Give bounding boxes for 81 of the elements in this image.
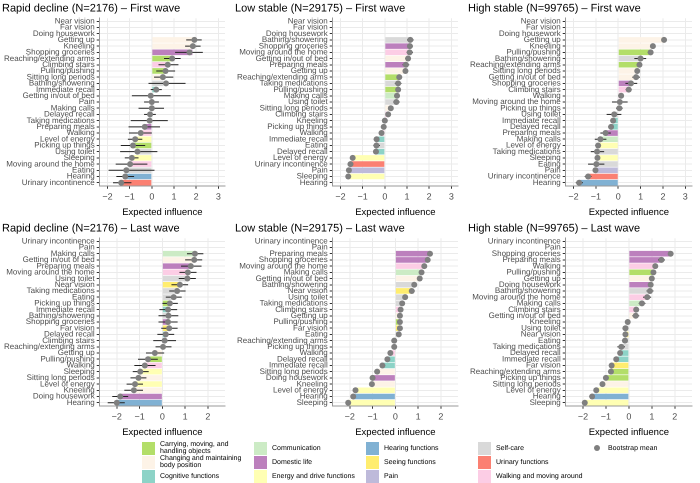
- y-tick-label: Reaching/extending arms: [4, 342, 95, 352]
- x-tick-label: 1: [171, 192, 177, 202]
- y-tick-label: Pulling/pushing: [506, 48, 561, 57]
- y-tick-label: Picking up things: [500, 103, 561, 112]
- x-tick-label: −2: [335, 192, 346, 202]
- x-tick-label: −1: [600, 412, 612, 422]
- y-tick-label: Preparing meals: [36, 261, 95, 270]
- y-tick-label: Taking medications: [26, 116, 95, 125]
- y-tick-label: Shopping groceries: [26, 317, 95, 326]
- x-tick-label: −2: [102, 192, 113, 202]
- y-tick-label: Sitting long periods: [260, 366, 328, 376]
- x-tick-label: 1: [404, 192, 410, 202]
- x-tick-label: 0: [149, 192, 154, 202]
- y-tick-label: Making calls: [50, 103, 95, 112]
- y-tick-label: Hearing: [66, 398, 95, 407]
- y-tick-label: Pulling/pushing: [40, 354, 95, 364]
- x-tick-label: 0: [392, 412, 398, 422]
- x-tick-label: −1: [367, 412, 378, 422]
- y-tick-label: Pulling/pushing: [506, 268, 561, 277]
- y-tick-label: Preparing meals: [269, 248, 328, 258]
- x-tick-label: 2: [660, 192, 666, 202]
- x-tick-label: 1: [416, 412, 421, 422]
- y-tick-label: Pulling/pushing: [273, 317, 328, 326]
- y-tick-label: Getting in/out of bed: [256, 54, 328, 63]
- x-tick-label: 0: [616, 192, 621, 202]
- x-tick-label: −2: [578, 412, 588, 422]
- y-tick-label: Shopping groceries: [26, 48, 95, 57]
- y-tick-label: Eating: [538, 336, 561, 345]
- x-tick-label: 2: [426, 192, 432, 202]
- y-tick-label: Eating: [72, 292, 95, 302]
- x-tick-label: 2: [194, 192, 199, 202]
- y-tick-label: Kneeling: [530, 41, 561, 50]
- x-tick-label: 1: [182, 412, 188, 422]
- y-tick-label: Taking medications: [492, 146, 561, 156]
- y-tick-label: Making calls: [50, 248, 95, 258]
- x-axis-title: Expected influence: [122, 426, 202, 438]
- chart-title: Low stable (N=29175) – First wave: [235, 2, 406, 15]
- x-tick-label: 0: [626, 412, 632, 422]
- x-tick-label: 2: [672, 412, 678, 422]
- x-axis-title: Expected influence: [355, 426, 436, 438]
- x-tick-label: 1: [638, 192, 644, 202]
- x-tick-label: 2: [205, 412, 210, 422]
- chart-title: Rapid decline (N=2176) – First wave: [2, 2, 180, 15]
- chart-title: High stable (N=99765) – Last wave: [468, 222, 640, 235]
- x-axis-title: Expected influence: [355, 206, 436, 218]
- chart-title: Rapid decline (N=2176) – Last wave: [2, 222, 180, 235]
- y-tick-label: Kneeling: [64, 41, 95, 50]
- y-tick-label: Doing housework: [266, 28, 329, 38]
- y-tick-label: Getting up: [290, 66, 328, 76]
- y-tick-label: Doing housework: [498, 28, 562, 38]
- x-tick-label: 3: [682, 192, 688, 202]
- y-tick-label: Pulling/pushing: [40, 66, 95, 76]
- x-tick-label: 3: [448, 192, 454, 202]
- x-axis-title: Expected influence: [588, 426, 669, 438]
- x-axis-title: Expected influence: [588, 206, 669, 218]
- x-tick-label: 0: [160, 412, 165, 422]
- x-tick-label: −1: [590, 192, 602, 202]
- x-tick-label: 0: [382, 192, 388, 202]
- y-tick-label: Eating: [305, 330, 328, 339]
- y-tick-label: Walking: [66, 128, 95, 138]
- x-tick-label: −1: [124, 192, 135, 202]
- y-tick-label: Walking: [532, 261, 561, 270]
- y-tick-label: Shopping groceries: [492, 248, 561, 258]
- x-tick-label: −1: [134, 412, 145, 422]
- y-tick-label: Kneeling: [296, 116, 328, 125]
- x-tick-label: 2: [438, 412, 444, 422]
- x-tick-label: −2: [344, 412, 355, 422]
- y-tick-label: Hearing: [532, 178, 561, 187]
- chart-title: High stable (N=99765) – First wave: [468, 2, 641, 15]
- y-tick-label: Immediate recall: [502, 354, 561, 364]
- x-tick-label: −1: [358, 192, 368, 202]
- x-tick-label: 1: [649, 412, 654, 422]
- y-tick-label: Using toilet: [288, 292, 328, 302]
- x-tick-label: −2: [568, 192, 579, 202]
- y-tick-label: Doing housework: [32, 28, 96, 38]
- x-axis-title: Expected influence: [122, 206, 202, 218]
- y-tick-label: Making calls: [516, 134, 561, 144]
- x-tick-label: 3: [216, 192, 221, 202]
- x-tick-label: −2: [112, 412, 122, 422]
- y-tick-label: Climbing stairs: [42, 336, 95, 345]
- chart-title: Low stable (N=29175) – Last wave: [235, 222, 405, 235]
